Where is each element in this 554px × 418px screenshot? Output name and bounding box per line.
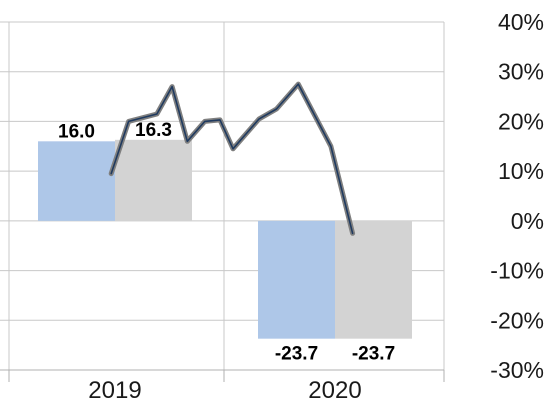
y-tick-label: 10% (498, 158, 544, 184)
line-series (108, 81, 356, 236)
x-category-label: 2020 (308, 377, 361, 404)
gridlines (0, 21, 445, 382)
data-labels: 16.0 -23.7 16.3 -23.7 (58, 120, 395, 365)
data-label: 16.3 (135, 120, 172, 141)
y-tick-label: 0% (511, 208, 544, 234)
y-tick-label: 40% (498, 9, 544, 35)
x-axis-categories: 2019 2020 (88, 377, 361, 404)
bars (38, 139, 412, 339)
bar (38, 141, 115, 221)
y-tick-label: 20% (498, 108, 544, 134)
y-tick-label: -30% (490, 357, 544, 383)
x-category-label: 2019 (88, 377, 141, 404)
y-tick-label: 30% (498, 59, 544, 85)
data-label: -23.7 (275, 344, 318, 365)
data-label: -23.7 (352, 344, 395, 365)
data-label: 16.0 (58, 121, 95, 142)
bar (115, 139, 192, 221)
y-axis-ticks: 40% 30% 20% 10% 0% -10% -20% -30% (490, 9, 544, 383)
y-tick-label: -10% (490, 258, 544, 284)
bar (258, 220, 335, 339)
line-core (110, 83, 354, 235)
y-tick-label: -20% (490, 307, 544, 333)
bar (335, 220, 412, 339)
